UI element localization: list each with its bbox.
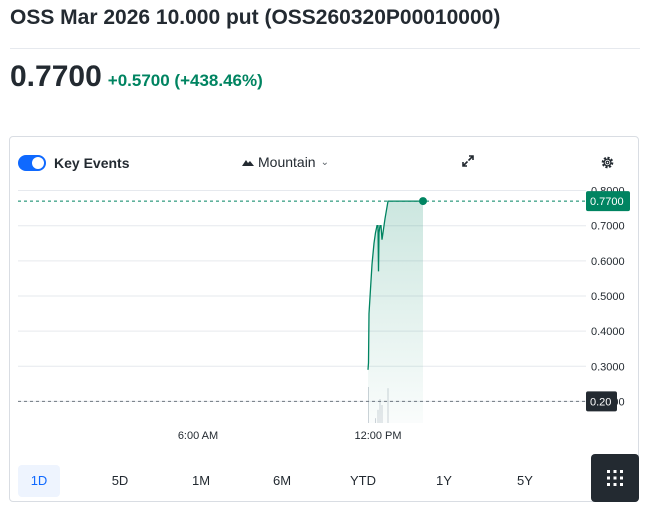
header-divider	[10, 48, 640, 49]
y-tick-label: 0.6000	[591, 256, 625, 268]
y-tick-label: 0.7000	[591, 221, 625, 233]
range-button-1d[interactable]: 1D	[18, 465, 60, 497]
chart-toolbar: Key Events Mountain ⌄	[10, 137, 638, 189]
key-events-toggle[interactable]	[18, 155, 46, 171]
range-button-ytd[interactable]: YTD	[350, 473, 376, 488]
chart-type-dropdown[interactable]: Mountain ⌄	[242, 154, 329, 170]
grid-icon	[607, 470, 623, 486]
range-button-5d[interactable]: 5D	[111, 473, 129, 488]
y-tick-label: 0.5000	[591, 291, 625, 303]
current-price: 0.7700	[10, 60, 102, 93]
x-tick-label: 6:00 AM	[178, 430, 218, 442]
current-price-tag-label: 0.7700	[590, 196, 624, 208]
previous-close-tag: 0.20	[586, 391, 617, 412]
range-button-1y[interactable]: 1Y	[436, 473, 452, 488]
y-axis-labels: 0.80000.70000.60000.50000.40000.30000.20…	[591, 186, 625, 409]
range-selector: 1D 5D 1M 6M YTD 1Y 5Y	[18, 465, 585, 497]
x-axis-labels: 6:00 AM 12:00 PM	[178, 430, 402, 442]
price-row: 0.7700 +0.5700 (+438.46%)	[10, 60, 263, 94]
gear-icon[interactable]	[600, 155, 615, 170]
x-tick-label: 12:00 PM	[354, 430, 401, 442]
key-events-label: Key Events	[54, 155, 130, 171]
page-title: OSS Mar 2026 10.000 put (OSS260320P00010…	[10, 6, 501, 29]
price-chart[interactable]: 0.80000.70000.60000.50000.40000.30000.20…	[10, 137, 638, 457]
current-price-dot	[419, 197, 427, 206]
chevron-down-icon: ⌄	[320, 156, 329, 168]
chart-type-label: Mountain	[258, 154, 316, 170]
previous-close-tag-label: 0.20	[590, 396, 611, 408]
y-tick-label: 0.3000	[591, 361, 625, 373]
mountain-icon	[242, 160, 254, 166]
price-change: +0.5700 (+438.46%)	[107, 71, 263, 90]
price-area	[368, 201, 423, 423]
price-line	[367, 200, 423, 370]
range-button-1m[interactable]: 1M	[191, 473, 211, 488]
range-button-5y[interactable]: 5Y	[517, 473, 533, 488]
y-tick-label: 0.4000	[591, 326, 625, 338]
expand-icon[interactable]	[461, 154, 475, 168]
grid-lines	[18, 190, 586, 402]
more-options-button[interactable]	[591, 454, 639, 502]
range-button-6m[interactable]: 6M	[272, 473, 292, 488]
current-price-tag: 0.7700	[586, 191, 630, 212]
chart-card: Key Events Mountain ⌄ 0.80000.70000.6000…	[9, 136, 639, 502]
